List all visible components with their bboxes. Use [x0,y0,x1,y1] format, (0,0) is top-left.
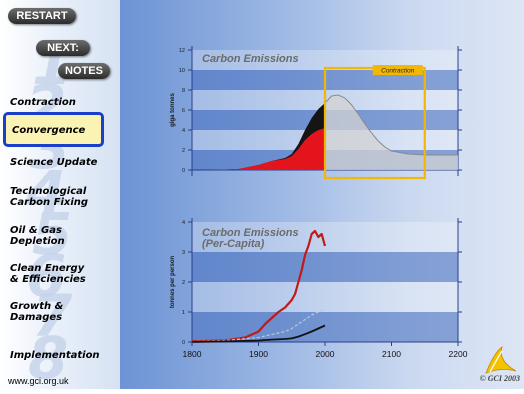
y-tick-label: 6 [182,108,185,114]
nav-item-label: Convergence [12,125,86,136]
next-button[interactable]: NEXT: [36,40,90,56]
chart-band [192,252,458,282]
background-number: 5 [32,200,73,268]
y-tick-label: 0 [182,340,185,346]
notes-button[interactable]: NOTES [58,63,110,79]
nav-item[interactable]: Convergence [12,125,85,136]
chart-title: (Per-Capita) [202,238,265,250]
background-number: 8 [28,324,69,389]
y-tick-label: 1 [182,310,185,316]
nav-item[interactable]: Implementation [10,350,100,361]
nav-item-label: Contraction [10,97,76,108]
chart-title: Carbon Emissions [202,227,299,239]
nav-item-label: Technological [10,186,87,197]
chart-band [192,312,458,342]
nav-item[interactable]: Contraction [10,97,76,108]
nav-item-label: Growth & [10,301,64,312]
nav-item-label: Science Update [10,157,98,168]
x-tick-label: 1900 [249,349,268,359]
x-tick-label: 1800 [183,349,202,359]
nav-active-highlight [3,112,104,147]
y-tick-label: 0 [182,168,185,174]
background-number: 7 [32,282,73,350]
x-tick-label: 2000 [316,349,335,359]
series-line [191,308,326,343]
nav-item-label: Carbon Fixing [10,197,89,208]
chart-band [192,222,458,252]
projection-area [325,95,458,170]
contraction-label-bg [372,65,423,75]
y-tick-label: 8 [182,88,185,94]
main-panel: 0 2 4 6 8 10 12 giga tonnes Contraction Carbon Em… [120,0,524,389]
contraction-label: Contraction [381,68,415,75]
background-number: 6 [26,242,67,310]
nav-item-label: Oil & Gas [10,225,62,236]
nav-item[interactable]: Oil & Gas Depletion [10,225,65,247]
y-axis-label: giga tonnes [170,93,176,127]
emissions-red-area [192,128,325,170]
restart-button[interactable]: RESTART [8,8,76,24]
y-tick-label: 2 [182,280,185,286]
y-tick-label: 10 [179,68,185,74]
nav-item-label: Depletion [10,236,65,247]
projection-line [324,94,458,156]
logo-icon [485,345,517,374]
x-tick-label: 2100 [382,349,401,359]
background-number: 4 [26,158,67,226]
nav-item-label: Damages [10,312,63,323]
nav-item-label: Implementation [10,350,100,361]
copyright: © GCI 2003 [479,374,520,383]
y-tick-label: 4 [182,128,185,134]
nav-item[interactable]: Technological Carbon Fixing [10,186,88,208]
y-tick-label: 12 [179,48,185,54]
nav-item-label: Clean Energy [10,263,85,274]
series-line [191,229,327,343]
series-line [191,324,326,343]
nav-item[interactable]: Clean Energy & Efficiencies [10,263,86,285]
y-tick-label: 4 [182,220,185,226]
nav-item[interactable]: Science Update [10,157,97,168]
site-url[interactable]: www.gci.org.uk [8,376,69,386]
nav-item-label: & Efficiencies [10,274,86,285]
y-axis-label: tonnes per person [170,255,176,308]
chart-band [192,282,458,312]
x-tick-label: 2200 [449,349,468,359]
y-tick-label: 2 [182,148,185,154]
chart-title: Carbon Emissions [202,53,299,65]
gci-logo [484,345,518,375]
y-tick-label: 3 [182,250,185,256]
nav-item[interactable]: Growth & Damages [10,301,63,323]
